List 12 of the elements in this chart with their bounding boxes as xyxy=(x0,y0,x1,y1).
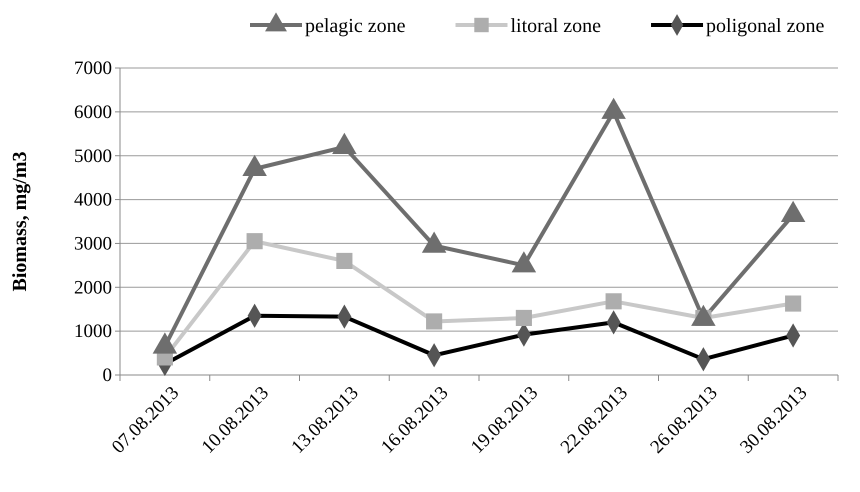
y-axis-title: Biomass, mg/m3 xyxy=(9,152,31,292)
legend-label: poligonal zone xyxy=(706,15,824,37)
y-tick-label: 3000 xyxy=(74,234,112,255)
y-tick-label: 1000 xyxy=(74,321,112,342)
legend-label: pelagic zone xyxy=(305,15,406,37)
y-tick-label: 6000 xyxy=(74,102,112,123)
y-tick-label: 7000 xyxy=(74,58,112,80)
legend-label: litoral zone xyxy=(510,15,602,37)
y-tick-label: 5000 xyxy=(74,146,112,167)
y-tick-label: 2000 xyxy=(74,277,112,298)
y-tick-label: 0 xyxy=(102,365,112,386)
y-tick-label: 4000 xyxy=(74,190,112,211)
